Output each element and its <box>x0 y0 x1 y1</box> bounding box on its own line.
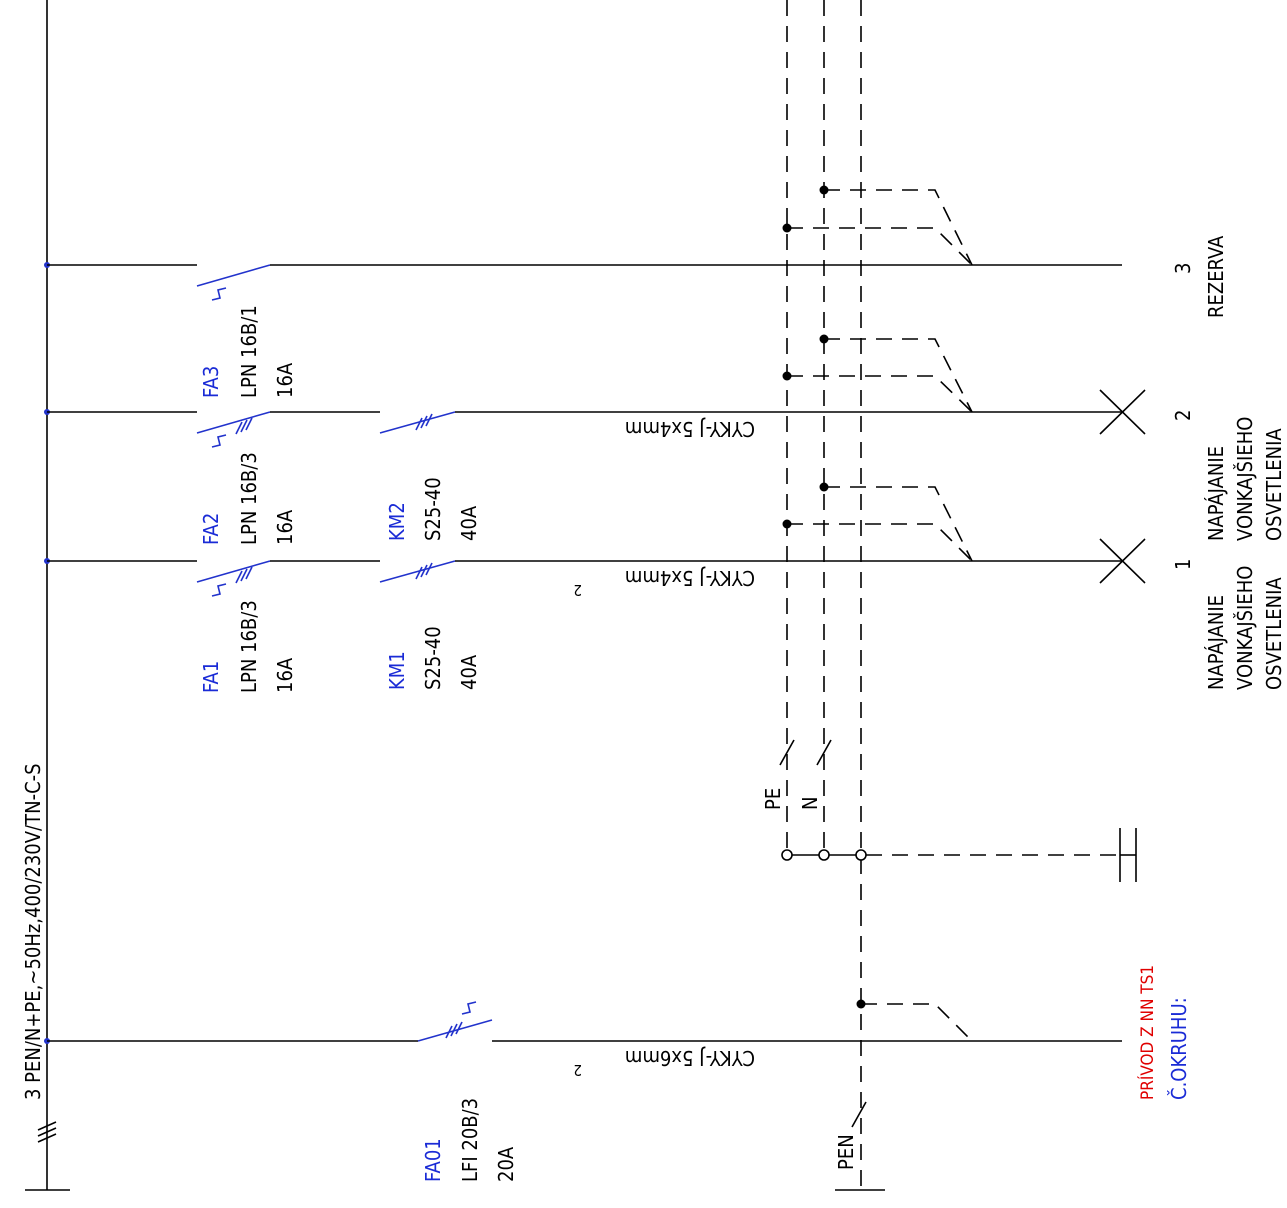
n-label: N <box>798 797 822 810</box>
circuit-number: 2 <box>1171 410 1195 421</box>
contactor-id: KM2 <box>385 502 409 541</box>
circuit-number: 1 <box>1171 559 1195 570</box>
contactor-id: KM1 <box>385 651 409 690</box>
breaker-id: FA01 <box>421 1138 445 1182</box>
breaker-fa2-label: FA2 LPN 16B/3 16A <box>199 452 297 545</box>
circuit-line: VONKAJŠIEHO <box>1233 566 1257 690</box>
dashed-conductors <box>779 0 1137 1195</box>
breaker-rating: 16A <box>273 362 297 398</box>
circuit-3-description: 3 REZERVA <box>1171 235 1228 318</box>
contactor-rating: 40A <box>457 505 481 541</box>
breaker-id: FA3 <box>199 366 223 398</box>
breaker-type: LPN 16B/3 <box>237 600 261 693</box>
supply-label: 3 PEN/N+PE,~50Hz,400/230V/TN-C-S <box>21 763 45 1100</box>
cable-text: CYKY-J 5x6mm <box>625 1046 755 1070</box>
circuit-line: REZERVA <box>1204 235 1228 318</box>
circuit-line: NAPÁJANIE <box>1204 595 1228 690</box>
breaker-fa3-label: FA3 LPN 16B/1 16A <box>199 305 297 398</box>
cable-label-3: CYKY-J 5x6mm 2 <box>573 1046 755 1079</box>
control-links <box>782 185 973 1042</box>
main-breaker-label: FA01 LFI 20B/3 20A <box>421 1098 518 1182</box>
pe-label: PE <box>761 788 785 810</box>
breaker-rating: 20A <box>494 1146 518 1182</box>
contactor-km1-label: KM1 S25-40 40A <box>385 626 481 690</box>
breaker-rating: 16A <box>273 509 297 545</box>
breaker-id: FA1 <box>199 661 223 693</box>
circuit-line: OSVETLENIA <box>1262 577 1286 690</box>
pen-label: PEN <box>834 1134 858 1170</box>
circuit-2-line <box>47 389 1146 448</box>
circuit-line: OSVETLENIA <box>1262 428 1286 541</box>
circuit-line: VONKAJŠIEHO <box>1233 417 1257 541</box>
cable-superscript: 2 <box>573 1061 582 1079</box>
cable-superscript: 2 <box>573 581 582 599</box>
breaker-type: LPN 16B/1 <box>237 305 261 398</box>
circuit-1-description: 1 NAPÁJANIE VONKAJŠIEHO OSVETLENIA <box>1171 559 1286 690</box>
breaker-id: FA2 <box>199 513 223 545</box>
contactor-type: S25-40 <box>421 626 445 690</box>
circuit-number-label: Č.OKRUHU: <box>1167 997 1191 1100</box>
circuit-2-description: 2 NAPÁJANIE VONKAJŠIEHO OSVETLENIA <box>1171 410 1286 541</box>
circuit-1-line <box>47 538 1146 597</box>
cable-label-1: CYKY-J 5x4mm 2 <box>573 566 755 599</box>
circuit-line: NAPÁJANIE <box>1204 446 1228 541</box>
cable-label-2: CYKY-J 5x4mm <box>625 417 755 441</box>
feeder-line <box>47 1001 1122 1042</box>
breaker-fa1-label: FA1 LPN 16B/3 16A <box>199 600 297 693</box>
cable-text: CYKY-J 5x4mm <box>625 566 755 590</box>
breaker-rating: 16A <box>273 657 297 693</box>
breaker-type: LFI 20B/3 <box>458 1098 482 1182</box>
circuit-3-line <box>47 264 1122 301</box>
circuit-number: 3 <box>1171 263 1195 274</box>
cable-text: CYKY-J 5x4mm <box>625 417 755 441</box>
contactor-type: S25-40 <box>421 477 445 541</box>
contactor-rating: 40A <box>457 654 481 690</box>
contactor-km2-label: KM2 S25-40 40A <box>385 477 481 541</box>
breaker-type: LPN 16B/3 <box>237 452 261 545</box>
source-label: PRÍVOD Z NN TS1 <box>1136 965 1158 1100</box>
